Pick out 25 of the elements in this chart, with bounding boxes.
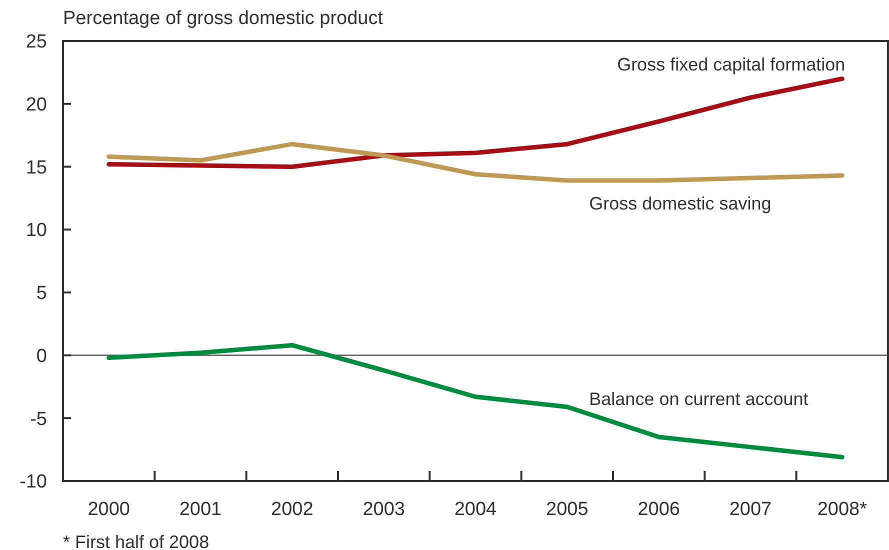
series-label: Gross domestic saving xyxy=(589,194,772,214)
x-tick-label: 2003 xyxy=(362,499,405,520)
y-tick-label: 25 xyxy=(26,32,47,53)
x-tick-label: 2005 xyxy=(546,499,588,520)
y-tick-label: 5 xyxy=(36,283,47,304)
x-tick-label: 2001 xyxy=(179,499,222,520)
x-tick-label: 2007 xyxy=(729,499,772,520)
y-tick-label: -10 xyxy=(20,472,47,493)
x-tick-label: 2008* xyxy=(817,499,868,520)
x-tick-label: 2006 xyxy=(638,499,680,520)
line-series xyxy=(106,142,844,183)
y-axis-title: Percentage of gross domestic product xyxy=(63,8,384,29)
x-tick-label: 2004 xyxy=(454,499,498,520)
y-tick-label: 20 xyxy=(26,94,47,116)
series-label: Balance on current account xyxy=(589,389,808,410)
y-tick-label: -5 xyxy=(30,408,47,430)
x-tick-label: 2000 xyxy=(88,499,130,520)
line-series xyxy=(106,76,844,169)
x-tick-label: 2002 xyxy=(271,499,314,520)
y-tick-label: 0 xyxy=(36,346,47,367)
series-label: Gross fixed capital formation xyxy=(617,54,846,75)
y-tick-label: 10 xyxy=(26,220,47,242)
y-tick-label: 15 xyxy=(26,157,47,178)
text: * First half of 2008 xyxy=(63,532,210,550)
line-series xyxy=(106,342,844,460)
